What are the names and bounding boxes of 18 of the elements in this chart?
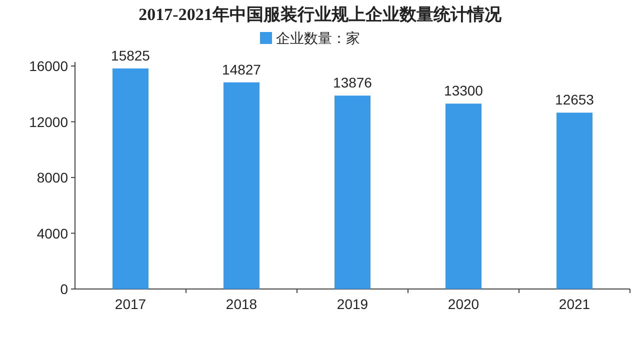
y-tick-label: 0 [60, 281, 68, 297]
legend-label: 企业数量：家 [276, 30, 360, 46]
chart-title: 2017-2021年中国服装行业规上企业数量统计情况 [138, 5, 502, 24]
data-label: 13300 [444, 82, 484, 99]
data-label: 13876 [333, 74, 372, 91]
y-tick-label: 8000 [36, 170, 68, 186]
y-tick-label: 12000 [29, 114, 68, 130]
y-tick-label: 16000 [29, 58, 68, 74]
x-tick-label: 2021 [558, 296, 590, 312]
x-tick-label: 2020 [448, 296, 480, 312]
x-tick-label: 2019 [336, 296, 368, 312]
x-tick-label: 2018 [226, 296, 258, 312]
legend: 企业数量：家 [260, 30, 360, 46]
x-tick-label: 2017 [114, 296, 146, 312]
data-label: 12653 [555, 92, 594, 108]
y-tick-label: 4000 [36, 225, 68, 242]
data-label: 15825 [111, 47, 150, 64]
data-label: 14827 [222, 61, 262, 78]
